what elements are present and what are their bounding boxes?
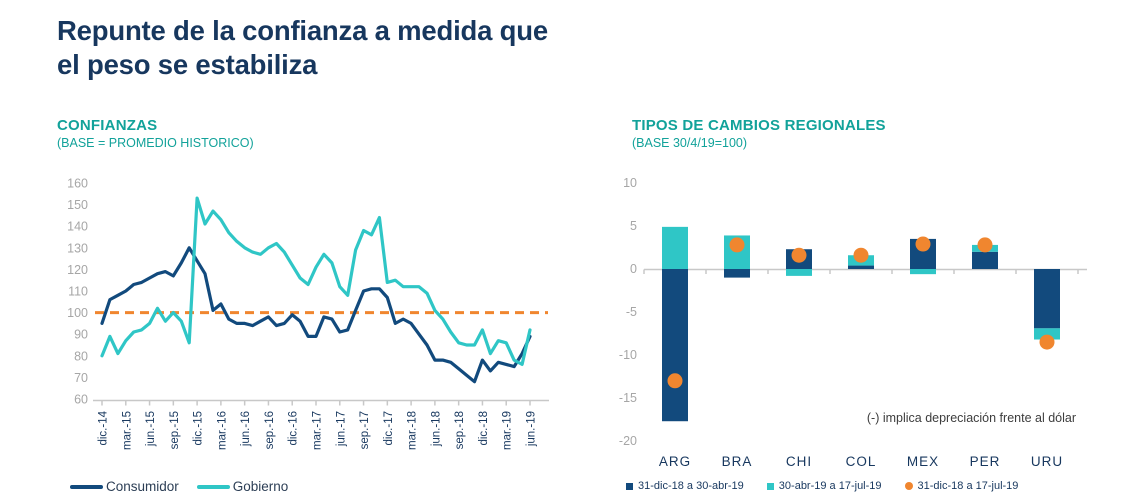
y-tick-label--15: -15	[619, 391, 637, 405]
bar-PER-dic18-abr19	[972, 251, 998, 269]
x-tick-label-mar.-16: mar.-16	[216, 411, 228, 450]
x-tick-label-sep.-16: sep.-16	[264, 411, 276, 449]
y-tick-label-90: 90	[74, 328, 88, 342]
confianzas-line-chart: 60 70 80 90 100 110 120 130 140 150 160 dic.-14 mar.…	[67, 177, 549, 450]
legend-item-abr19-jul19: 30-abr-19 a 17-jul-19	[766, 480, 882, 492]
consumidor-line-swatch	[70, 484, 103, 489]
page-title-line1: Repunte de la confianza a medida que	[57, 15, 548, 46]
y-tick-label-0: 0	[630, 262, 637, 276]
dot-PER-dic18-jul19	[977, 237, 993, 253]
x-tick-label-mar.-17: mar.-17	[312, 411, 324, 450]
y-tick-label-130: 130	[67, 241, 88, 255]
y-tick-label--20: -20	[619, 434, 637, 448]
bar-MEX-abr19-jul19	[910, 269, 936, 275]
page-title: Repunte de la confianza a medida que el …	[57, 14, 548, 82]
bar-URU-abr19-jul19	[1034, 328, 1060, 340]
confianzas-title: CONFIANZAS	[57, 117, 158, 134]
x-tick-label-sep.-17: sep.-17	[359, 411, 371, 449]
y-tick-label-160: 160	[67, 177, 88, 191]
tipos-de-cambio-subtitle: (BASE 30/4/19=100)	[632, 136, 748, 150]
depreciation-note: (-) implica depreciación frente al dólar	[866, 411, 1076, 425]
bar-BRA-dic18-abr19	[724, 269, 750, 278]
legend-item-dic18-abr19: 31-dic-18 a 30-abr-19	[626, 480, 744, 492]
legend-label-dic18-jul19: 31-dic-18 a 17-jul-19	[917, 480, 1019, 492]
x-tick-label-dic.-18: dic.-18	[478, 411, 490, 446]
y-tick-label-10: 10	[623, 176, 637, 190]
category-label-COL: COL	[846, 454, 877, 469]
bar-ARG-abr19-jul19	[662, 226, 688, 269]
y-tick-label-60: 60	[74, 393, 88, 407]
teal-square-swatch	[766, 482, 774, 490]
y-tick-label-100: 100	[67, 306, 88, 320]
confianzas-subtitle: (BASE = PROMEDIO HISTORICO)	[57, 136, 254, 150]
y-tick-label-70: 70	[74, 371, 88, 385]
legend-label-dic18-abr19: 31-dic-18 a 30-abr-19	[638, 480, 744, 492]
y-tick-label-140: 140	[67, 220, 88, 234]
x-tick-label-mar.-19: mar.-19	[502, 411, 514, 450]
y-tick-label-150: 150	[67, 198, 88, 212]
category-label-ARG: ARG	[659, 454, 691, 469]
dot-BRA-dic18-jul19	[729, 237, 745, 253]
orange-dot-swatch	[904, 482, 913, 490]
navy-square-swatch	[626, 482, 633, 490]
category-label-BRA: BRA	[722, 454, 753, 469]
dot-CHI-dic18-jul19	[791, 247, 807, 263]
y-tick-label--5: -5	[626, 305, 637, 319]
x-tick-label-sep.-15: sep.-15	[169, 411, 181, 449]
page-title-line2: el peso se estabiliza	[57, 49, 318, 80]
legend-label-gobierno: Gobierno	[232, 479, 289, 494]
y-tick-label-120: 120	[67, 263, 88, 277]
bar-URU-dic18-abr19	[1034, 269, 1060, 329]
x-tick-label-jun.-16: jun.-16	[240, 411, 252, 447]
x-tick-label-sep.-18: sep.-18	[454, 411, 466, 449]
consumidor-line	[100, 246, 532, 384]
legend-label-abr19-jul19: 30-abr-19 a 17-jul-19	[778, 480, 882, 492]
x-tick-label-dic.-15: dic.-15	[193, 411, 205, 446]
dot-MEX-dic18-jul19	[915, 236, 931, 252]
category-label-CHI: CHI	[786, 454, 812, 469]
gobierno-line	[100, 196, 532, 366]
legend-item-gobierno: Gobierno	[196, 479, 289, 494]
legend-label-consumidor: Consumidor	[106, 479, 179, 494]
x-tick-label-dic.-14: dic.-14	[98, 410, 110, 445]
dot-COL-dic18-jul19	[853, 247, 869, 263]
tipos-legend: 31-dic-18 a 30-abr-19 30-abr-19 a 17-jul…	[626, 480, 1041, 492]
y-tick-label-80: 80	[74, 349, 88, 363]
x-tick-label-jun.-18: jun.-18	[430, 411, 442, 447]
category-label-PER: PER	[970, 454, 1001, 469]
bar-COL-dic18-abr19	[848, 265, 874, 269]
x-tick-label-jun.-19: jun.-19	[526, 411, 538, 447]
tipos-de-cambio-title: TIPOS DE CAMBIOS REGIONALES	[632, 117, 886, 134]
bar-CHI-abr19-jul19	[786, 269, 812, 276]
x-tick-label-jun.-15: jun.-15	[145, 411, 157, 447]
confianzas-legend: Consumidor Gobierno	[70, 479, 306, 494]
legend-item-consumidor: Consumidor	[70, 479, 179, 494]
confianzas-header: CONFIANZAS (BASE = PROMEDIO HISTORICO)	[57, 117, 254, 150]
legend-item-dic18-jul19: 31-dic-18 a 17-jul-19	[904, 480, 1019, 492]
x-tick-label-dic.-17: dic.-17	[383, 411, 395, 446]
category-label-MEX: MEX	[907, 454, 939, 469]
gobierno-line-swatch	[196, 484, 230, 489]
x-tick-label-dic.-16: dic.-16	[288, 411, 300, 446]
tipos-de-cambio-header: TIPOS DE CAMBIOS REGIONALES (BASE 30/4/1…	[632, 117, 886, 150]
tipos-de-cambio-bar-chart: 10 5 0 -5 -10 -15 -20 ARG BRA CHI COL MEX PER URU	[619, 176, 1087, 469]
bar-ARG-dic18-abr19	[662, 269, 688, 422]
dot-ARG-dic18-jul19	[667, 373, 683, 389]
y-tick-label--10: -10	[619, 348, 637, 362]
category-label-URU: URU	[1031, 454, 1063, 469]
y-tick-label-5: 5	[630, 219, 637, 233]
dot-URU-dic18-jul19	[1039, 334, 1055, 350]
x-tick-label-jun.-17: jun.-17	[335, 411, 347, 447]
x-tick-label-mar.-15: mar.-15	[121, 411, 133, 450]
y-tick-label-110: 110	[68, 285, 88, 299]
x-tick-label-mar.-18: mar.-18	[407, 411, 419, 450]
